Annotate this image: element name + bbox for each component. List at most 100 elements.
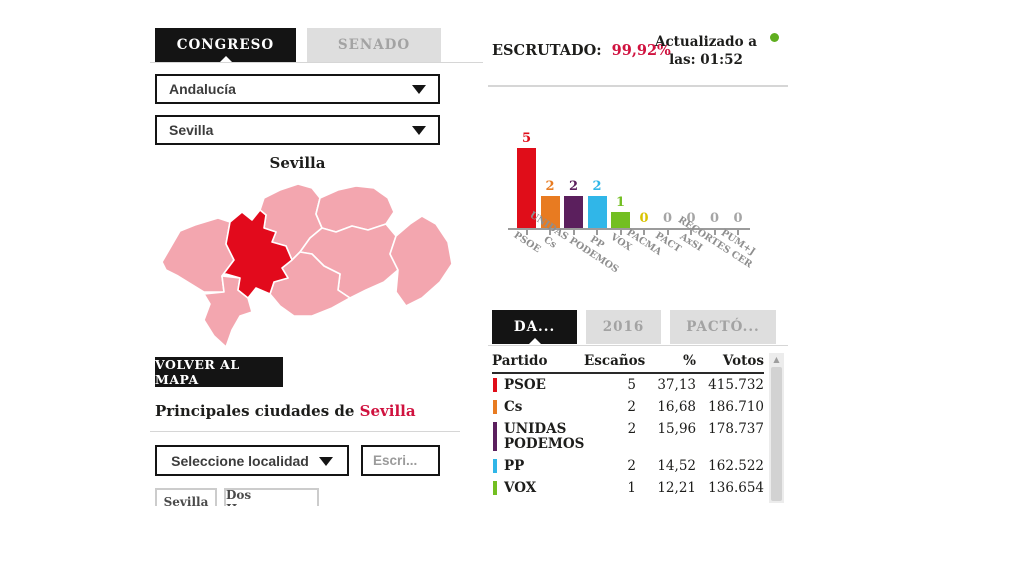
cell-seats: 5 <box>627 377 636 393</box>
bar-vox[interactable] <box>611 212 630 228</box>
cell-votes: 162.522 <box>708 458 764 474</box>
left-tabs-underline <box>150 62 483 63</box>
table-row-pp: PP 2 14,52 162.522 <box>492 455 764 477</box>
cities-divider <box>150 431 460 432</box>
party-name: UNIDAS PODEMOS <box>504 421 585 452</box>
map-province-sevilla[interactable] <box>221 209 293 299</box>
region-select[interactable]: Andalucía <box>155 74 440 104</box>
axis-tick-vox <box>619 230 622 235</box>
table-row-vox: VOX 1 12,21 136.654 <box>492 477 764 499</box>
header-pct: % <box>683 353 696 369</box>
cell-party: VOX <box>492 480 584 496</box>
tab-2016[interactable]: 2016 <box>586 310 661 344</box>
party-name: PP <box>504 458 525 474</box>
cell-seats: 2 <box>627 421 637 437</box>
locality-search-input[interactable] <box>361 445 440 476</box>
party-color-swatch <box>493 459 497 473</box>
cell-seats: 2 <box>627 458 636 474</box>
bar-value-psoe: 5 <box>521 131 532 146</box>
bar-psoe[interactable] <box>517 148 536 228</box>
axis-tick-pacma <box>643 230 645 235</box>
cell-votes: 178.737 <box>708 421 764 437</box>
map-province-almeria[interactable] <box>389 215 452 307</box>
table-scrollbar[interactable]: ▲ <box>769 353 784 503</box>
table-row-cs: Cs 2 16,68 186.710 <box>492 396 764 418</box>
bottom-clip <box>0 506 1028 578</box>
bar-pp[interactable] <box>587 196 607 228</box>
party-color-swatch <box>493 400 497 414</box>
cell-votes: 136.654 <box>708 480 764 496</box>
cell-votes: 415.732 <box>708 377 764 393</box>
main-cities-label: Principales ciudades de <box>155 402 355 420</box>
party-color-swatch <box>493 378 497 392</box>
tab-da[interactable]: DA... <box>492 310 577 344</box>
scrutiny-status: ESCRUTADO: 99,92% <box>492 42 671 59</box>
bar-cs[interactable] <box>540 196 560 228</box>
andalucia-map <box>161 183 452 348</box>
bar-value-vox: 1 <box>615 195 626 210</box>
bar-unidas-podemos[interactable] <box>564 196 583 228</box>
tab-congreso[interactable]: CONGRESO <box>155 28 296 62</box>
chart-x-axis <box>508 228 750 230</box>
scrollbar-thumb[interactable] <box>771 367 782 501</box>
chevron-down-icon <box>412 126 426 135</box>
bar-value-pp: 2 <box>592 179 602 194</box>
main-cities-region: Sevilla <box>359 402 416 420</box>
header-divider <box>488 85 788 87</box>
axis-tick-cs <box>549 230 551 235</box>
axis-tick-pact <box>666 230 669 235</box>
header-votes: Votos <box>722 353 764 369</box>
updated-timestamp: Actualizado a las: 01:52 <box>654 34 758 69</box>
party-color-swatch <box>493 481 497 495</box>
locality-select-value: Seleccione localidad <box>171 452 309 469</box>
province-select-value: Sevilla <box>169 122 214 138</box>
chevron-down-icon <box>318 456 333 466</box>
locality-select[interactable]: Seleccione localidad <box>155 445 349 476</box>
cell-seats: 1 <box>627 480 636 496</box>
tab-senado[interactable]: SENADO <box>307 28 441 62</box>
bar-value-pact: 0 <box>662 211 673 226</box>
map-title: Sevilla <box>269 154 326 172</box>
table-header-row: Partido Escaños % Votos <box>492 352 764 374</box>
scroll-up-arrow[interactable]: ▲ <box>773 355 780 364</box>
cell-pct: 16,68 <box>657 399 696 415</box>
bar-value-cs: 2 <box>545 179 555 194</box>
scrutiny-value: 99,92% <box>611 42 671 59</box>
cell-seats: 2 <box>627 399 636 415</box>
cell-pct: 14,52 <box>657 458 696 474</box>
bar-value-unidas-podemos: 2 <box>568 179 579 194</box>
cell-party: UNIDAS PODEMOS <box>492 421 584 452</box>
table-row-unidas-podemos: UNIDAS PODEMOS 2 15,96 178.737 <box>492 418 764 455</box>
province-select[interactable]: Sevilla <box>155 115 440 145</box>
cell-pct: 37,13 <box>657 377 696 393</box>
bar-value-axsi: 0 <box>686 211 696 226</box>
bar-value-recortes-cer: 0 <box>709 211 720 226</box>
tab-pact[interactable]: PACTÓ... <box>670 310 776 344</box>
cell-party: PSOE <box>492 377 584 393</box>
bar-value-pacma: 0 <box>639 211 649 226</box>
party-name: PSOE <box>504 377 546 393</box>
party-name: VOX <box>504 480 537 496</box>
cell-party: PP <box>492 458 584 474</box>
party-color-swatch <box>493 422 497 451</box>
cell-party: Cs <box>492 399 584 415</box>
party-name: Cs <box>504 399 523 415</box>
cell-pct: 12,21 <box>657 480 696 496</box>
table-row-psoe: PSOE 5 37,13 415.732 <box>492 374 764 396</box>
header-party: Partido <box>492 353 548 369</box>
bar-value-pum-j: 0 <box>733 211 743 226</box>
axis-tick-unidas-podemos <box>572 230 575 235</box>
scrutiny-label: ESCRUTADO: <box>492 42 602 59</box>
main-cities-heading: Principales ciudades de Sevilla <box>155 402 416 420</box>
results-table: Partido Escaños % Votos PSOE 5 37,13 415.73… <box>492 352 764 499</box>
back-to-map-button[interactable]: VOLVER AL MAPA <box>155 357 283 387</box>
live-indicator-dot <box>770 33 779 42</box>
axis-tick-psoe <box>525 230 528 235</box>
header-seats: Escaños <box>584 353 646 369</box>
cell-votes: 186.710 <box>708 399 764 415</box>
chevron-down-icon <box>412 85 426 94</box>
axis-tick-recortes-cer <box>713 230 716 235</box>
axis-tick-pp <box>596 230 598 235</box>
cell-pct: 15,96 <box>657 421 697 437</box>
